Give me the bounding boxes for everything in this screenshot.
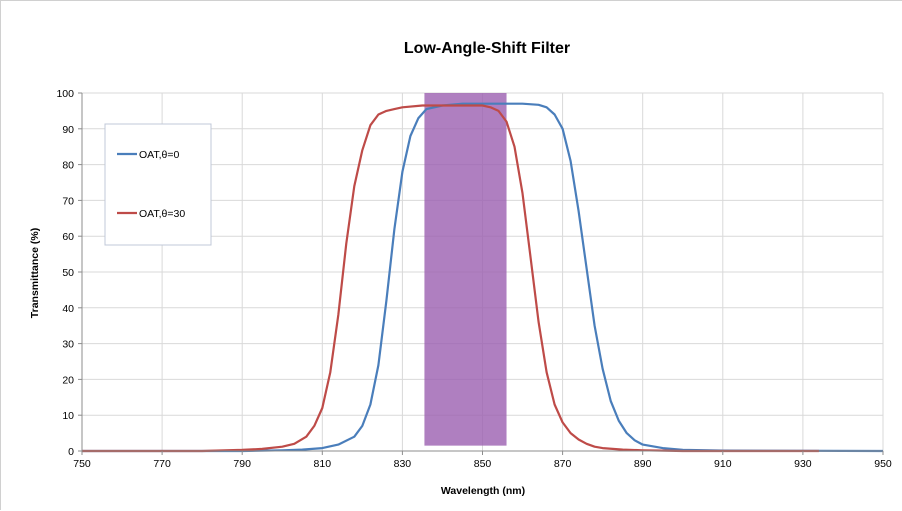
x-tick-label-890: 890: [634, 458, 652, 470]
series-line-1: [82, 104, 819, 453]
x-tick-label-790: 790: [233, 458, 251, 470]
y-tick-label-0: 0: [68, 446, 74, 458]
y-tick-label-80: 80: [62, 160, 74, 172]
y-axis-label: Transmittance (%): [29, 228, 41, 318]
x-tick-label-870: 870: [554, 458, 572, 470]
chart-title: Low-Angle-Shift Filter: [404, 40, 570, 57]
y-tick-label-20: 20: [62, 374, 74, 386]
y-tick-label-10: 10: [62, 410, 74, 422]
series-line-0: [82, 102, 884, 453]
highlight-band-layer: [424, 93, 507, 446]
legend-box: [104, 123, 212, 246]
y-tick-label-30: 30: [62, 339, 74, 351]
legend-label-oat-theta-30: OAT,θ=30: [139, 208, 185, 220]
x-tick-label-950: 950: [874, 458, 892, 470]
y-tick-label-100: 100: [56, 88, 74, 100]
y-tick-label-60: 60: [62, 231, 74, 243]
series-layer: [82, 102, 884, 453]
x-tick-label-930: 930: [794, 458, 812, 470]
tick-labels: 750 770 790 810 830 850 870 890 910 930 950 0 10 20 30…: [56, 88, 891, 470]
x-tick-label-910: 910: [714, 458, 732, 470]
axes: [78, 92, 884, 455]
x-axis-label: Wavelength (nm): [441, 485, 525, 497]
y-tick-label-90: 90: [62, 124, 74, 136]
x-tick-label-830: 830: [394, 458, 412, 470]
x-tick-label-770: 770: [153, 458, 171, 470]
x-tick-label-810: 810: [314, 458, 332, 470]
highlight-band: [424, 93, 507, 446]
legend: OAT,θ=0 OAT,θ=30: [104, 123, 212, 246]
y-tick-label-50: 50: [62, 267, 74, 279]
legend-label-oat-theta-0: OAT,θ=0: [139, 149, 180, 161]
x-tick-label-750: 750: [73, 458, 91, 470]
y-tick-label-70: 70: [62, 195, 74, 207]
x-tick-label-850: 850: [474, 458, 492, 470]
y-tick-label-40: 40: [62, 303, 74, 315]
